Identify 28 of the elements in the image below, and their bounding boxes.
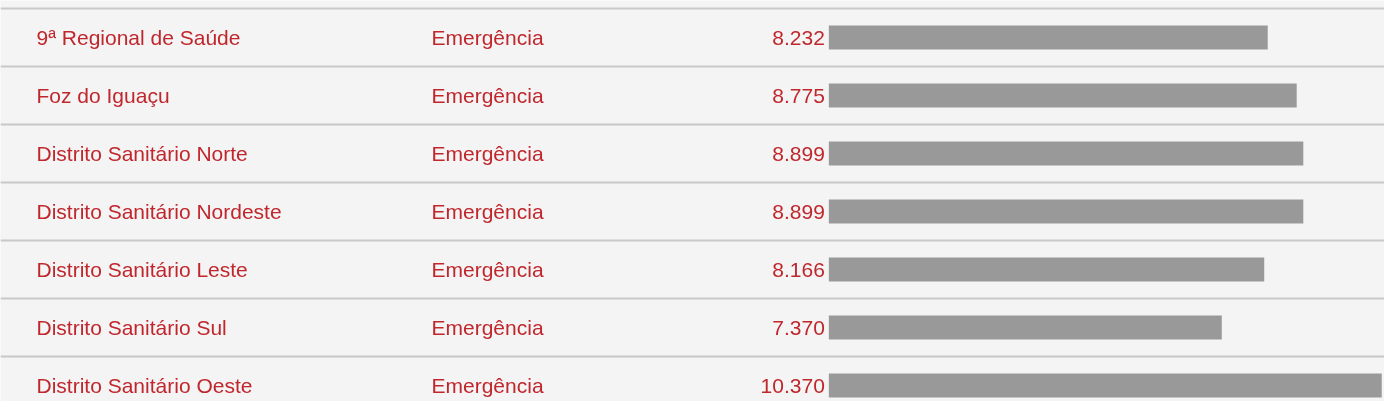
text: Emergência <box>431 142 544 165</box>
bar <box>828 25 1268 50</box>
y-tick-label: Distrito Sanitário Sul <box>36 316 227 339</box>
data-label: 8.232 <box>772 25 825 49</box>
text: Emergência <box>431 258 544 281</box>
y-tick-label: Distrito Sanitário Nordeste <box>36 200 282 223</box>
data-label: 8.899 <box>772 141 825 165</box>
data-label: 10.370 <box>760 373 825 397</box>
y-tick-label: 9ª Regional de Saúde <box>36 26 241 49</box>
bar <box>828 141 1304 166</box>
bar <box>828 83 1297 108</box>
y-tick-label: Distrito Sanitário Norte <box>36 142 248 165</box>
text: Emergência <box>431 200 544 223</box>
data-label: 8.166 <box>772 257 825 281</box>
bar <box>828 257 1265 282</box>
data-label: 8.775 <box>772 83 825 107</box>
y-tick-label: Foz do Iguaçu <box>36 84 170 107</box>
y-tick-label: Distrito Sanitário Oeste <box>36 374 253 397</box>
bar <box>828 315 1222 340</box>
text: Emergência <box>431 26 544 49</box>
y-tick-label: Distrito Sanitário Leste <box>36 258 248 281</box>
text: Emergência <box>431 84 544 107</box>
text: Emergência <box>431 316 544 339</box>
data-label: 8.899 <box>772 199 825 223</box>
text: Emergência <box>431 374 544 397</box>
bar <box>828 199 1304 224</box>
data-label: 7.370 <box>772 315 825 339</box>
bar <box>828 373 1382 398</box>
